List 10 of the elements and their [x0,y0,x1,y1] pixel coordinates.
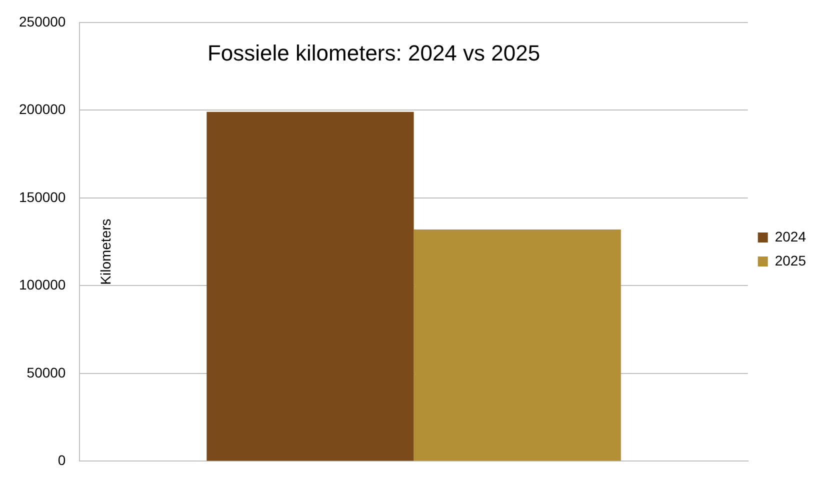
text: Fossiele kilometers: 2024 vs 2025 [207,40,540,66]
y-axis-title: Kilometers [98,218,114,285]
y-tick-label: 150000 [19,188,66,205]
y-tick-label: 50000 [26,364,66,380]
legend-label: 2025 [774,252,806,268]
y-tick-label: 250000 [19,13,66,30]
y-tick-label: 100000 [19,276,66,293]
legend-label: 2024 [774,228,806,244]
y-tick-label: 0 [58,452,66,468]
y-tick-label: 200000 [19,101,66,118]
